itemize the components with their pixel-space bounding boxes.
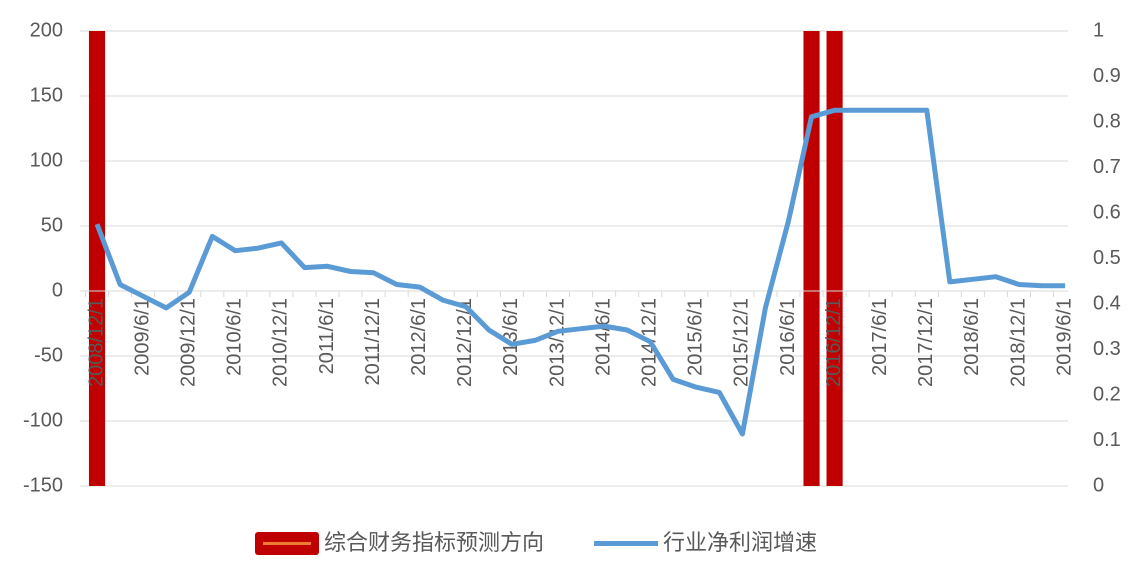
x-tick-label: 2015/6/1: [685, 298, 707, 376]
y-tick-label: 150: [30, 84, 63, 106]
x-tick-label: 2016/6/1: [777, 298, 799, 376]
x-tick-label: 2013/12/1: [546, 298, 568, 387]
y-tick-label: 200: [30, 19, 63, 41]
x-tick-label: 2015/12/1: [731, 298, 753, 387]
legend-label: 行业净利润增速: [663, 530, 817, 555]
y2-tick-label: 0.6: [1093, 201, 1121, 223]
x-tick-label: 2010/6/1: [224, 298, 246, 376]
x-tick-label: 2014/6/1: [592, 298, 614, 376]
x-tick-label: 2017/6/1: [869, 298, 891, 376]
y2-tick-label: 0.2: [1093, 383, 1121, 405]
y-tick-label: 0: [52, 279, 63, 301]
x-tick-label: 2013/6/1: [500, 298, 522, 376]
y2-tick-label: 0: [1093, 474, 1104, 496]
legend-label: 综合财务指标预测方向: [324, 530, 544, 555]
y-tick-label: -100: [23, 409, 63, 431]
x-tick-label: 2019/6/1: [1053, 298, 1075, 376]
x-tick-label: 2012/12/1: [454, 298, 476, 387]
line: [94, 107, 1066, 437]
x-tick-label: 2018/6/1: [961, 298, 983, 376]
y-tick-label: -150: [23, 474, 63, 496]
x-tick-label: 2016/12/1: [823, 298, 845, 387]
x-tick-label: 2010/12/1: [270, 298, 292, 387]
y-tick-label: 100: [30, 149, 63, 171]
x-tick-label: 2009/6/1: [131, 298, 153, 376]
y2-tick-label: 0.3: [1093, 338, 1121, 360]
y2-tick-label: 0.8: [1093, 110, 1121, 132]
y2-tick-label: 0.1: [1093, 429, 1121, 451]
y2-tick-label: 0.4: [1093, 292, 1121, 314]
y-tick-label: -50: [34, 344, 63, 366]
y-tick-label: 50: [41, 214, 63, 236]
x-tick-label: 2008/12/1: [85, 298, 107, 387]
bar: [826, 31, 843, 486]
y2-tick-label: 0.7: [1093, 156, 1121, 178]
x-tick-label: 2009/12/1: [178, 298, 200, 387]
x-tick-label: 2011/6/1: [316, 298, 338, 374]
x-tick-label: 2017/12/1: [915, 298, 937, 387]
y2-tick-label: 0.9: [1093, 65, 1121, 87]
x-tick-label: 2012/6/1: [408, 298, 430, 376]
y2-tick-label: 1: [1093, 19, 1104, 41]
y2-tick-label: 0.5: [1093, 247, 1121, 269]
x-tick-label: 2018/12/1: [1007, 298, 1029, 387]
x-tick-label: 2011/12/1: [362, 298, 384, 386]
bar: [803, 31, 820, 486]
bar: [88, 31, 106, 486]
